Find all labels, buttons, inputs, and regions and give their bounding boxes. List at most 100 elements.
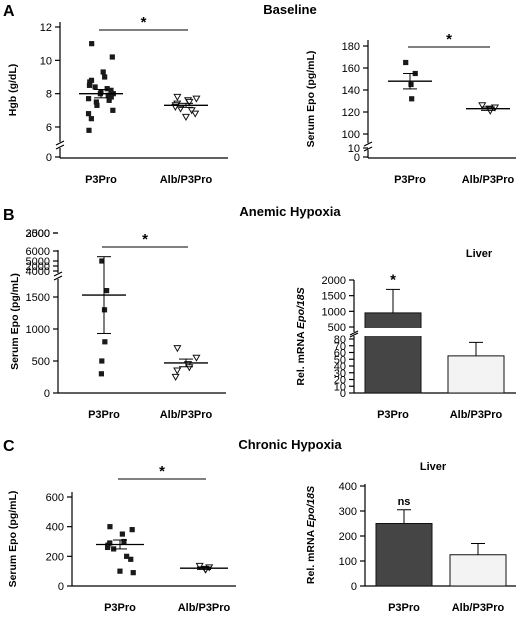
chart-a1-series1-point-14 — [105, 92, 111, 98]
chart-c2-y-tick-label-5: 400 — [339, 481, 357, 493]
chart-c1-series1-point-7 — [104, 544, 111, 551]
chart-b2-y-tick-label-5: 40 — [334, 361, 346, 373]
chart-c2-y-tick-label-2: 100 — [339, 556, 357, 568]
chart-b1-series1-point-3 — [101, 307, 108, 313]
chart-b1-y-tick-label-1: 0 — [44, 388, 50, 400]
chart-c2-x-label-2: Alb/P3Pro — [452, 602, 505, 614]
chart-b2-y-tick-label-11: 1000 — [322, 306, 346, 318]
chart-b2-x-label-2: Alb/P3Pro — [450, 409, 503, 421]
chart-b2-y-tick-label-9: 80 — [334, 334, 346, 346]
chart-c2-y-tick-label-3: 200 — [339, 531, 357, 543]
chart-a1-series1-point-4 — [102, 74, 108, 80]
chart-c2-x-label-1: P3Pro — [388, 602, 420, 614]
chart-b2-bar-1-break-gap — [364, 328, 422, 336]
chart-b1-significance-mark: * — [142, 231, 148, 248]
chart-b2-y-tick-label-7: 60 — [334, 348, 346, 360]
chart-c2-title: Liver — [420, 461, 447, 473]
chart-a1-x-label-2: Alb/P3Pro — [160, 174, 213, 186]
chart-b1-y-tick-label-4: 1500 — [26, 292, 50, 304]
chart-a1-axis-break-mark-2 — [55, 144, 65, 150]
chart-b1-series1-point-6 — [98, 371, 105, 377]
chart-c1-series1-point-4 — [121, 538, 127, 545]
chart-b1-y-tick-label-7: 3000 — [26, 228, 50, 240]
chart-a1-y-tick-label-4: 10 — [40, 55, 52, 67]
chart-c1-y-tick-label-1: 0 — [58, 581, 64, 593]
chart-b1-x-label-2: Alb/P3Pro — [160, 409, 213, 421]
chart-a1-series1-point-17 — [106, 97, 112, 103]
chart-a2-axis-break-mark-2 — [363, 146, 373, 152]
chart-a1-axis-break-mark-1 — [55, 140, 65, 146]
chart-b1-axis-break-mark-1 — [53, 271, 63, 277]
panel-letter-a: A — [3, 3, 15, 20]
chart-a2-y-tick-label-2: 10 — [348, 143, 360, 155]
chart-b1-series2-point-5 — [173, 367, 182, 375]
chart-b1-y-tick-label-3: 1000 — [26, 324, 50, 336]
chart-c1-significance-mark: * — [159, 463, 165, 480]
chart-a1-series2-point-2 — [192, 95, 201, 103]
chart-a1-series1-point-7 — [86, 82, 93, 88]
chart-a1-series1-point-23 — [86, 127, 92, 133]
chart-a1-series2-point-4 — [185, 98, 194, 107]
chart-b1-series1-point-2 — [104, 288, 110, 294]
chart-b1-y-axis-label: Serum Epo (pg/mL) — [9, 273, 21, 370]
chart-b2-y-tick-label-13: 2000 — [322, 275, 346, 287]
chart-c2-bar-1 — [375, 523, 433, 587]
chart-c2-y-tick-label-4: 300 — [339, 506, 357, 518]
chart-b2-axis-break-mark-1 — [349, 330, 359, 336]
chart-b2-y-tick-label-3: 20 — [334, 375, 346, 387]
chart-b2-y-tick-label-8: 70 — [334, 341, 346, 353]
chart-a2-y-axis-label: Serum Epo (pg/mL) — [305, 51, 317, 148]
chart-b2-x-label-1: P3Pro — [377, 409, 409, 421]
chart-c1-series1-point-11 — [117, 568, 123, 574]
chart-a1-significance-mark: * — [141, 14, 147, 31]
chart-b2-bar-2 — [447, 355, 505, 394]
chart-a2-series1-point-3 — [408, 81, 414, 88]
chart-b1-series2-point-4 — [185, 364, 194, 372]
chart-c1-series1-point-3 — [119, 531, 125, 537]
chart-a1-series2-point-1 — [173, 93, 182, 102]
chart-c1-series1-point-1 — [107, 524, 113, 530]
chart-b1-series2-point-2 — [192, 354, 201, 362]
chart-c2-bar-1-annotation: ns — [398, 496, 411, 508]
chart-c1-series1-point-12 — [130, 570, 136, 576]
chart-a2-y-tick-label-7: 180 — [342, 41, 360, 53]
chart-a1-series1-point-18 — [93, 99, 99, 105]
chart-b1-axis-break-mark-2 — [53, 275, 63, 281]
chart-c1-series1-point-10 — [128, 556, 134, 562]
chart-a1-series1-point-10 — [108, 87, 114, 93]
chart-a1-series1-point-19 — [94, 102, 100, 108]
chart-c1-y-axis-label: Serum Epo (pg/mL) — [7, 491, 19, 588]
chart-b1-y-tick-label-6: 2500 — [26, 228, 50, 240]
chart-b2-bar-1 — [364, 312, 422, 394]
chart-b1-series1-point-5 — [99, 358, 105, 364]
chart-b1-x-label-1: P3Pro — [88, 409, 120, 421]
chart-b2-y-tick-label-4: 30 — [334, 368, 346, 380]
chart-a1-x-label-1: P3Pro — [85, 174, 117, 186]
chart-b2-y-tick-label-12: 1500 — [322, 291, 346, 303]
chart-b1-y-tick-label-9: 5000 — [26, 256, 50, 268]
chart-b2-y-tick-label-6: 50 — [334, 354, 346, 366]
chart-a2-y-tick-label-6: 160 — [342, 63, 360, 75]
chart-a1-series1-point-2 — [109, 54, 115, 60]
section-title-c: Chronic Hypoxia — [238, 437, 342, 452]
chart-b1-series1-point-4 — [102, 339, 108, 345]
chart-a1-series2-point-10 — [191, 110, 200, 118]
chart-a1-series1-point-8 — [92, 84, 98, 90]
chart-c2-y-axis-label: Rel. mRNA Epo/18S — [305, 486, 317, 584]
chart-c1-series1-point-2 — [129, 527, 135, 533]
chart-b1-series2-point-6 — [171, 373, 180, 382]
chart-b1-series1-point-1 — [99, 258, 105, 264]
chart-c1-y-tick-label-2: 200 — [46, 551, 64, 563]
section-title-a: Baseline — [263, 2, 316, 17]
chart-c2-y-tick-label-1: 0 — [351, 581, 357, 593]
chart-b1-y-tick-label-8: 4000 — [26, 266, 50, 278]
chart-c1-x-label-2: Alb/P3Pro — [178, 602, 231, 614]
chart-c1-y-tick-label-4: 600 — [46, 492, 64, 504]
chart-a1-series1-point-6 — [87, 79, 93, 85]
chart-b2-axis-break-mark-2 — [349, 332, 359, 338]
chart-b1-y-tick-label-10: 6000 — [26, 246, 50, 258]
chart-a1-series1-point-9 — [104, 86, 110, 92]
chart-a1-series2-point-11 — [181, 113, 191, 122]
